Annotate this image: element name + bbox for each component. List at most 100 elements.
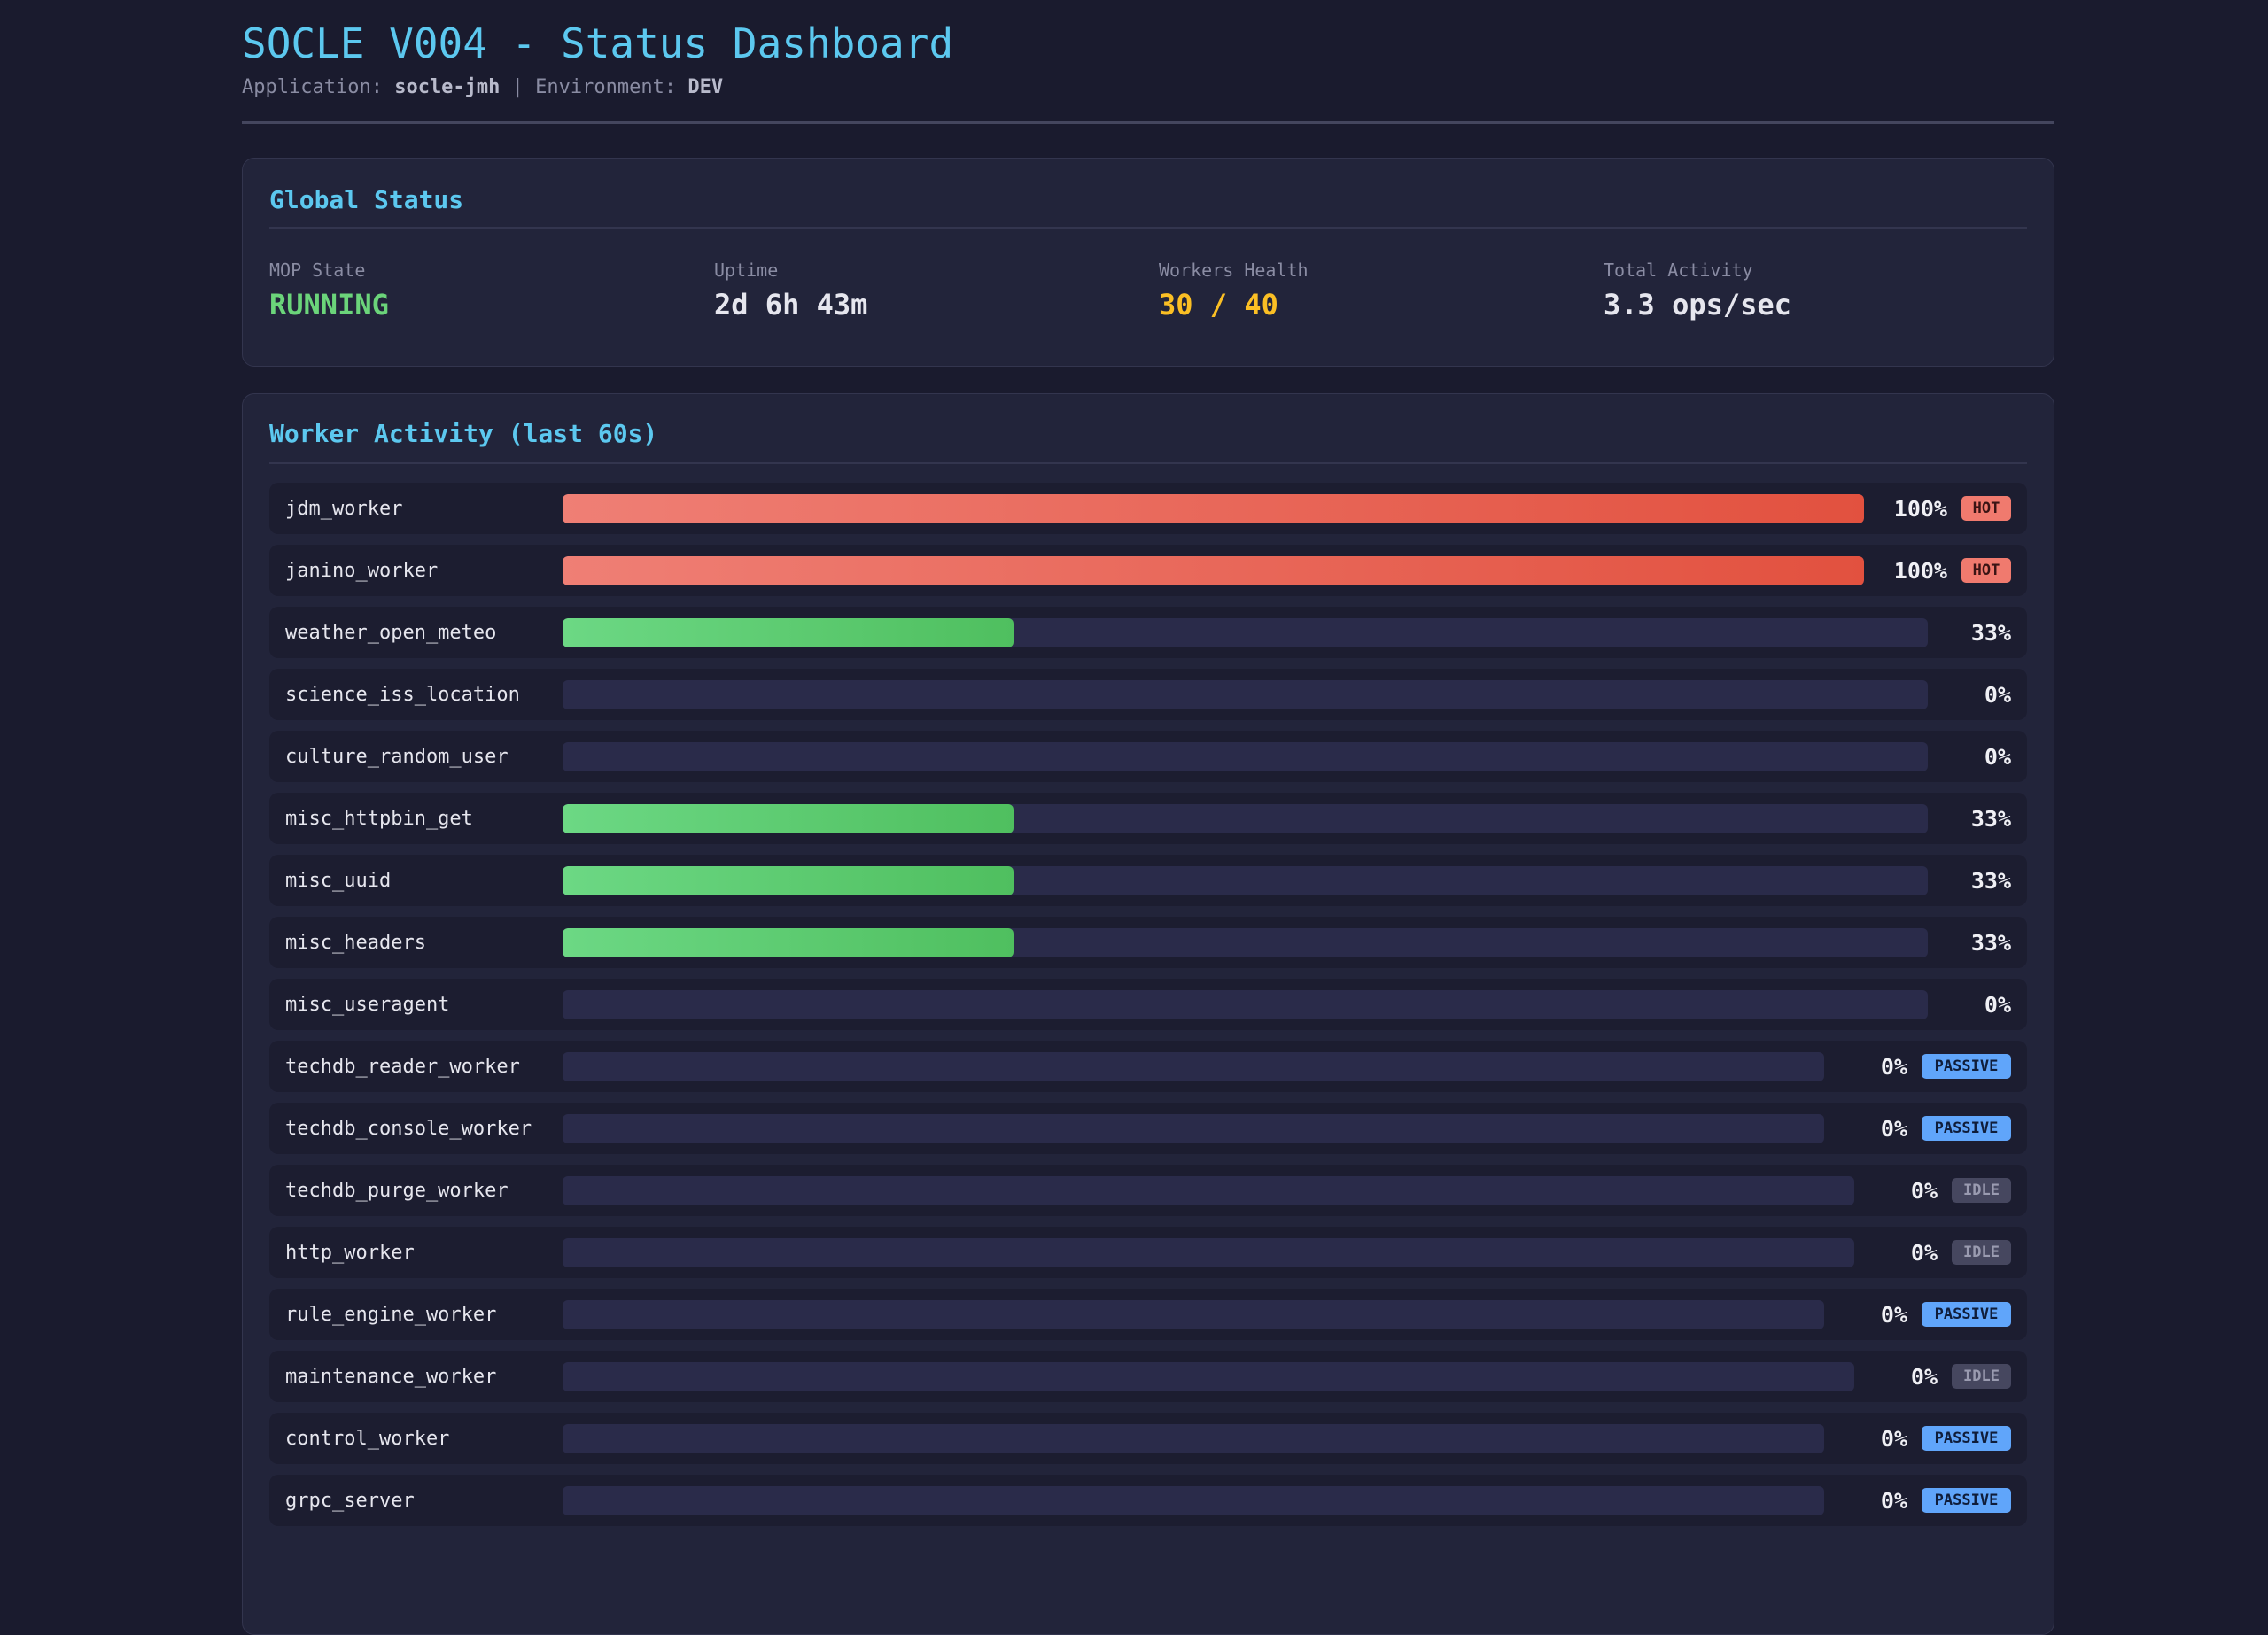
activity-bar [563, 865, 1928, 895]
stat-uptime: Uptime 2d 6h 43m [714, 260, 1157, 322]
activity-bar [563, 803, 1928, 833]
activity-bar [563, 989, 1928, 1019]
activity-bar-fill [563, 493, 1864, 523]
status-badge: PASSIVE [1922, 1302, 2011, 1327]
stat-workers-health: Workers Health 30 / 40 [1159, 260, 1602, 322]
separator: | [511, 76, 524, 98]
activity-bar [563, 1113, 1824, 1143]
worker-row: techdb_console_worker 0% PASSIVE [269, 1103, 2027, 1154]
activity-percent: 0% [1984, 743, 2011, 770]
status-badge: IDLE [1952, 1364, 2011, 1389]
activity-percent: 100% [1893, 495, 1947, 522]
activity-bar-fill [563, 865, 1014, 895]
activity-bar [563, 493, 1864, 523]
worker-row: maintenance_worker 0% IDLE [269, 1351, 2027, 1402]
stat-label: Workers Health [1159, 260, 1309, 281]
worker-name: misc_uuid [285, 869, 392, 892]
worker-name: science_iss_location [285, 683, 520, 706]
activity-percent: 0% [1910, 1177, 1938, 1204]
worker-row: culture_random_user 0% [269, 731, 2027, 782]
header-divider [242, 121, 2054, 124]
status-badge: PASSIVE [1922, 1116, 2011, 1141]
activity-percent: 0% [1910, 1363, 1938, 1390]
worker-name: techdb_reader_worker [285, 1055, 520, 1078]
worker-name: techdb_purge_worker [285, 1179, 509, 1202]
stat-label: Total Activity [1604, 260, 1753, 281]
activity-bar [563, 1485, 1824, 1515]
stat-value: 30 / 40 [1159, 288, 1278, 322]
activity-bar-fill [563, 927, 1014, 957]
app-label: Application: [242, 76, 383, 98]
status-badge: PASSIVE [1922, 1426, 2011, 1451]
stat-value: 2d 6h 43m [714, 288, 868, 322]
worker-activity-title: Worker Activity (last 60s) [269, 419, 658, 448]
env-value: DEV [687, 76, 724, 98]
activity-bar [563, 927, 1928, 957]
worker-name: techdb_console_worker [285, 1117, 532, 1140]
stat-total-activity: Total Activity 3.3 ops/sec [1604, 260, 2047, 322]
worker-row: janino_worker 100% HOT [269, 545, 2027, 596]
status-badge: PASSIVE [1922, 1054, 2011, 1079]
page-title: SOCLE V004 - Status Dashboard [242, 19, 954, 67]
worker-row: misc_uuid 33% [269, 855, 2027, 906]
worker-name: janino_worker [285, 559, 439, 582]
global-status-title: Global Status [269, 185, 464, 214]
worker-row: rule_engine_worker 0% PASSIVE [269, 1289, 2027, 1340]
activity-bar [563, 1361, 1854, 1391]
worker-row: control_worker 0% PASSIVE [269, 1413, 2027, 1464]
activity-percent: 33% [1970, 929, 2011, 956]
activity-percent: 100% [1893, 557, 1947, 584]
status-badge: IDLE [1952, 1178, 2011, 1203]
worker-row: grpc_server 0% PASSIVE [269, 1475, 2027, 1526]
activity-bar [563, 1423, 1824, 1453]
activity-bar-fill [563, 803, 1014, 833]
activity-bar [563, 555, 1864, 585]
worker-name: culture_random_user [285, 745, 509, 768]
activity-percent: 0% [1880, 1425, 1907, 1452]
activity-percent: 0% [1910, 1239, 1938, 1266]
activity-bar [563, 1237, 1854, 1267]
stat-label: MOP State [269, 260, 366, 281]
worker-row: techdb_reader_worker 0% PASSIVE [269, 1041, 2027, 1092]
divider [269, 462, 2027, 464]
worker-row: jdm_worker 100% HOT [269, 483, 2027, 534]
activity-percent: 0% [1880, 1053, 1907, 1080]
worker-row: science_iss_location 0% [269, 669, 2027, 720]
activity-bar [563, 1051, 1824, 1081]
activity-bar [563, 617, 1928, 647]
activity-bar [563, 741, 1928, 771]
app-value: socle-jmh [394, 76, 501, 98]
worker-name: misc_useragent [285, 993, 450, 1016]
divider [269, 227, 2027, 229]
worker-row: weather_open_meteo 33% [269, 607, 2027, 658]
status-badge: HOT [1961, 496, 2011, 521]
activity-bar [563, 1175, 1854, 1205]
worker-row: http_worker 0% IDLE [269, 1227, 2027, 1278]
worker-name: http_worker [285, 1241, 415, 1264]
activity-percent: 0% [1984, 681, 2011, 708]
env-label: Environment: [535, 76, 677, 98]
stat-label: Uptime [714, 260, 779, 281]
worker-name: rule_engine_worker [285, 1303, 497, 1326]
worker-name: grpc_server [285, 1489, 415, 1512]
worker-row: misc_headers 33% [269, 917, 2027, 968]
activity-bar-fill [563, 617, 1014, 647]
worker-name: misc_httpbin_get [285, 807, 473, 830]
worker-activity-card: Worker Activity (last 60s) jdm_worker 100… [242, 393, 2054, 1635]
status-badge: PASSIVE [1922, 1488, 2011, 1513]
activity-bar [563, 679, 1928, 709]
subtitle: Application: socle-jmh | Environment: DE… [242, 76, 723, 98]
worker-row: misc_httpbin_get 33% [269, 793, 2027, 844]
status-badge: HOT [1961, 558, 2011, 583]
activity-percent: 33% [1970, 867, 2011, 894]
global-status-card: Global Status MOP State RUNNING Uptime 2… [242, 158, 2054, 367]
stat-value: RUNNING [269, 288, 389, 322]
activity-percent: 0% [1984, 991, 2011, 1018]
activity-percent: 33% [1970, 619, 2011, 646]
activity-bar-fill [563, 555, 1864, 585]
worker-name: maintenance_worker [285, 1365, 497, 1388]
worker-name: jdm_worker [285, 497, 403, 520]
activity-percent: 33% [1970, 805, 2011, 832]
stat-mop-state: MOP State RUNNING [269, 260, 712, 322]
worker-list: jdm_worker 100% HOT janino_worker 100% HOT wea… [269, 483, 2027, 1537]
